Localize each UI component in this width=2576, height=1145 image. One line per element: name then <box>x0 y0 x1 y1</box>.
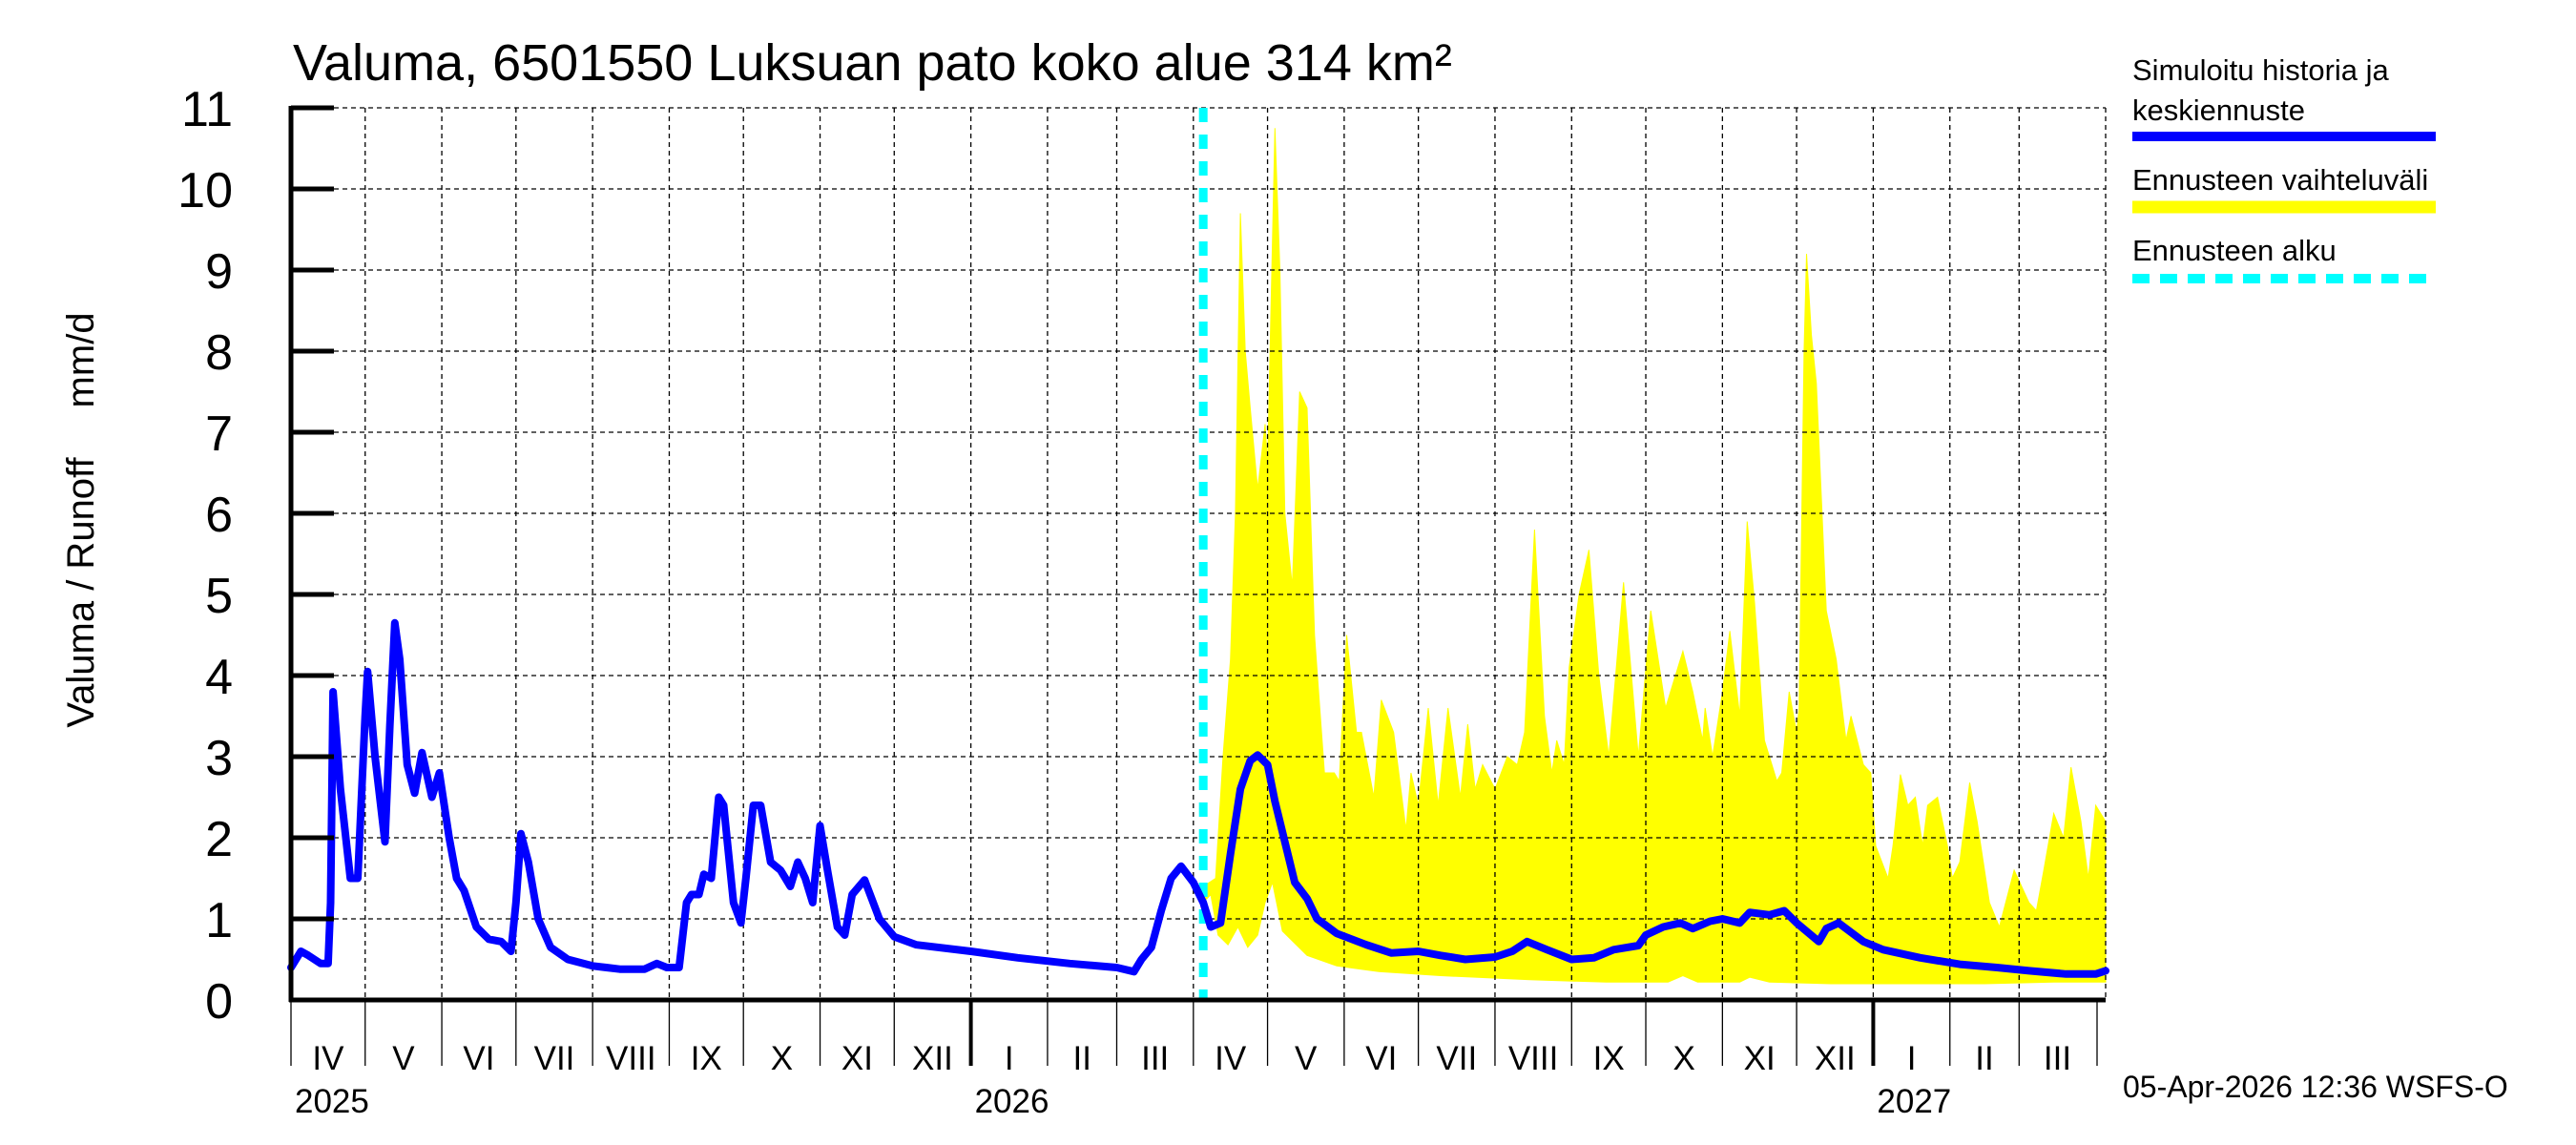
legend: Simuloitu historia ja keskiennuste Ennus… <box>2132 53 2436 283</box>
year-label: 2025 <box>295 1083 369 1120</box>
year-label: 2026 <box>975 1083 1049 1120</box>
grid-lines <box>291 107 2107 1000</box>
y-tick-label: 8 <box>205 325 233 381</box>
month-label: VII <box>534 1040 575 1077</box>
svg-text:Valuma / Runoffmm/d: Valuma / Runoff mm/d <box>60 312 102 727</box>
month-label: XII <box>912 1040 953 1077</box>
history-and-median-forecast-line <box>287 618 2109 978</box>
y-axis-label-text: Valuma / Runoff <box>60 457 102 728</box>
legend-item-range: Ennusteen vaihteluväli <box>2132 163 2436 214</box>
month-label: VI <box>463 1040 494 1077</box>
legend-range-label: Ennusteen vaihteluväli <box>2132 163 2428 197</box>
y-tick-label: 1 <box>205 893 233 948</box>
y-tick-label: 5 <box>205 569 233 624</box>
forecast-range-area <box>1202 128 2107 985</box>
month-label: II <box>1072 1040 1091 1077</box>
month-label: XI <box>1744 1040 1776 1077</box>
month-label: III <box>2044 1040 2071 1077</box>
month-label: IV <box>312 1040 344 1077</box>
month-label: X <box>771 1040 793 1077</box>
month-label: II <box>1975 1040 1993 1077</box>
month-label: X <box>1673 1040 1695 1077</box>
month-label: V <box>1295 1040 1318 1077</box>
month-label: VIII <box>606 1040 656 1077</box>
y-tick-label: 11 <box>181 82 233 137</box>
chart-title: Valuma, 6501550 Luksuan pato koko alue 3… <box>293 34 1452 92</box>
month-label: VII <box>1436 1040 1477 1077</box>
month-label: I <box>1005 1040 1014 1077</box>
y-tick-label: 6 <box>205 488 233 543</box>
month-label: III <box>1141 1040 1169 1077</box>
legend-history-label-line2: keskiennuste <box>2132 94 2305 127</box>
month-label: V <box>392 1040 415 1077</box>
month-label: IV <box>1215 1040 1247 1077</box>
month-label: XI <box>841 1040 873 1077</box>
y-tick-label: 3 <box>205 731 233 786</box>
runoff-line <box>287 618 2109 978</box>
forecast-range-band <box>1202 128 2107 985</box>
month-label: VIII <box>1508 1040 1559 1077</box>
legend-item-forecast-start: Ennusteen alku <box>2132 234 2436 283</box>
y-tick-label: 4 <box>205 650 233 705</box>
month-label: IX <box>1593 1040 1625 1077</box>
legend-history-label-line1: Simuloitu historia ja <box>2132 53 2390 87</box>
y-axis-label: Valuma / Runoff mm/d <box>60 312 102 727</box>
y-axis-ticks: 0 1 2 3 4 5 6 7 8 9 10 11 <box>177 82 334 1030</box>
y-tick-label: 9 <box>205 244 233 300</box>
legend-item-history: Simuloitu historia ja keskiennuste <box>2132 53 2436 141</box>
month-label: VI <box>1365 1040 1397 1077</box>
year-label: 2027 <box>1877 1083 1951 1120</box>
month-label: XII <box>1815 1040 1856 1077</box>
x-axis-month-ticks: IV V VI VII VIII IX X XI XII I II III IV V VI VII VIII IX… <box>290 1000 2098 1120</box>
axes <box>288 106 2106 1003</box>
month-label: IX <box>691 1040 722 1077</box>
y-axis-unit: mm/d <box>60 312 102 407</box>
footer-timestamp: 05-Apr-2026 12:36 WSFS-O <box>2123 1070 2508 1104</box>
y-tick-label: 7 <box>205 406 233 462</box>
y-tick-label: 2 <box>205 812 233 867</box>
legend-forecast-start-label: Ennusteen alku <box>2132 234 2337 267</box>
month-label: I <box>1907 1040 1917 1077</box>
y-tick-label: 10 <box>177 163 233 219</box>
y-tick-label: 0 <box>205 974 233 1030</box>
